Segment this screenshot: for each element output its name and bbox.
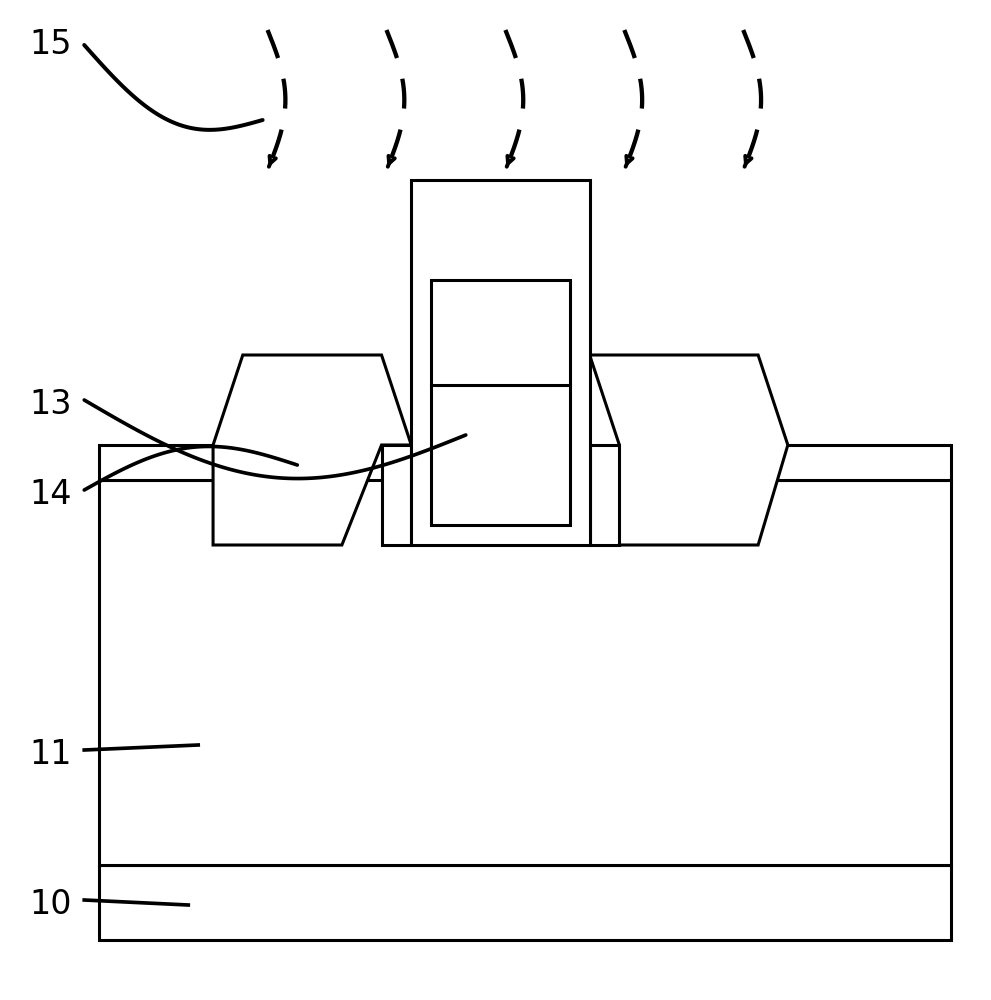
Bar bbox=[411, 180, 590, 545]
Polygon shape bbox=[590, 355, 788, 545]
Bar bbox=[431, 280, 570, 525]
Bar bbox=[99, 445, 263, 480]
Bar bbox=[99, 480, 951, 865]
Text: 14: 14 bbox=[30, 479, 72, 512]
Text: 10: 10 bbox=[30, 888, 72, 922]
Polygon shape bbox=[213, 355, 411, 545]
Text: 15: 15 bbox=[30, 28, 72, 62]
Bar bbox=[738, 445, 951, 480]
Text: 13: 13 bbox=[30, 388, 72, 422]
Bar bbox=[382, 445, 411, 545]
FancyBboxPatch shape bbox=[99, 865, 951, 940]
Text: 11: 11 bbox=[30, 738, 72, 772]
Bar bbox=[590, 445, 619, 545]
